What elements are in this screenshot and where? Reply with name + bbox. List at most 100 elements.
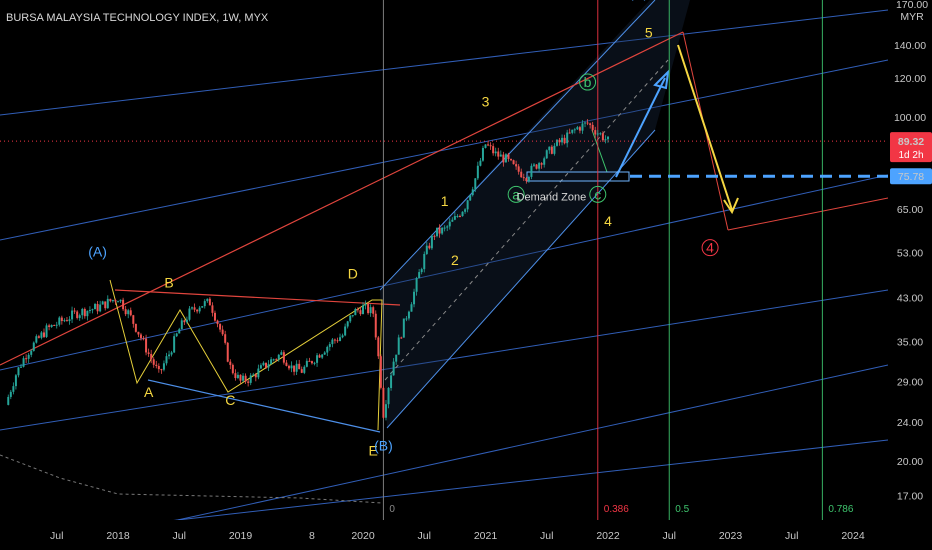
candle-body [285,362,288,366]
candle-body [150,353,153,360]
candle [527,175,530,183]
channel-line-1 [0,59,889,241]
candle-body [374,313,377,338]
candle-body [428,245,431,249]
candle-body [35,336,38,343]
candle [507,153,510,162]
time-tick: 2023 [719,530,743,542]
candle-body [7,396,10,405]
price-tick: 17.00 [897,491,923,503]
candle [275,358,278,362]
candle [374,310,377,340]
candle [346,320,349,329]
wave-label-circle [579,73,597,91]
candle [349,315,352,324]
candle-body [86,310,89,317]
price-tick: 140.00 [894,40,926,52]
candle [532,163,535,168]
candle [476,161,479,181]
candle [170,350,173,357]
trend-lines [0,0,889,550]
candle-body [165,356,168,364]
candle-body [239,374,242,381]
wave-label-text: C [225,392,235,408]
wave-label-text: A [144,384,154,400]
candle-body [489,145,492,147]
candle [35,334,38,344]
candle-body [369,307,372,314]
candle-body [145,338,148,353]
candle-body [173,336,176,353]
candle [336,337,339,343]
candle-body [563,137,566,144]
candle-body [122,299,125,310]
candle-body [308,360,311,362]
candle-body [464,209,467,212]
candle [530,163,533,180]
candle-body [114,299,117,302]
wave-label-text: (B) [374,438,393,454]
impulse-channel-upper [379,0,656,291]
channel-line-2 [0,174,889,371]
candle-body [545,150,548,159]
candle [553,143,556,156]
candle-body [326,346,329,353]
candle-body [234,373,237,378]
candle-body [466,200,469,210]
candle [581,120,584,134]
chart-title: BURSA MALAYSIA TECHNOLOGY INDEX, 1W, MYX [6,12,269,24]
wave-label-text: 4 [604,213,612,229]
candle [405,316,408,322]
candle-body [550,146,553,154]
wave-label-text: 2 [451,252,459,268]
candle-body [379,356,382,388]
candle-body [109,298,112,302]
candle [584,121,587,128]
last-price-badge [890,132,932,163]
candle-body [573,129,576,131]
candle-body [372,307,375,314]
candle [287,364,290,371]
candle-body [37,336,40,338]
candle-body [22,358,25,367]
candle [604,135,607,144]
time-axis[interactable]: Jul 2018 Jul 2019 8 2020 Jul 2021 Jul 2022 Jul 2023… [0,520,932,550]
candle-body [492,146,495,154]
candle-body [252,374,255,376]
candle [573,127,576,134]
candle-body [157,365,160,370]
candle-body [362,305,364,315]
candle-body [387,387,390,405]
price-tick-partial: 170.00 [896,0,928,11]
candle-body [471,189,474,196]
candle [196,309,199,314]
candle [461,211,464,217]
candle-body [344,326,347,336]
candle [290,361,293,373]
demand-zone-box [526,171,630,182]
candle [591,121,594,133]
projection-arrow-down [677,44,733,211]
candle [326,345,329,357]
candle [213,310,216,322]
candle-body [451,219,454,222]
candle-body [12,386,15,392]
candle [522,173,525,182]
demand-level-value: 75.78 [898,171,924,183]
price-axis[interactable]: 17.00 20.00 24.00 29.00 35.00 43.00 53.00 65.00… [888,0,932,550]
wave-label: (B) [374,438,393,454]
candle-body [96,303,99,312]
wave-label-text: 3 [482,94,490,110]
candle [280,350,283,356]
candle-body [259,365,262,369]
candle-body [402,318,405,338]
demand-level-badge [890,168,932,185]
channel-line-5 [39,364,889,550]
candle-body [262,362,265,366]
candle [91,308,94,314]
candle-body [586,122,589,124]
wave-label: 3 [482,94,490,110]
wave-label-text: 5 [645,24,653,40]
candle [441,226,444,236]
candle-body [367,303,370,314]
